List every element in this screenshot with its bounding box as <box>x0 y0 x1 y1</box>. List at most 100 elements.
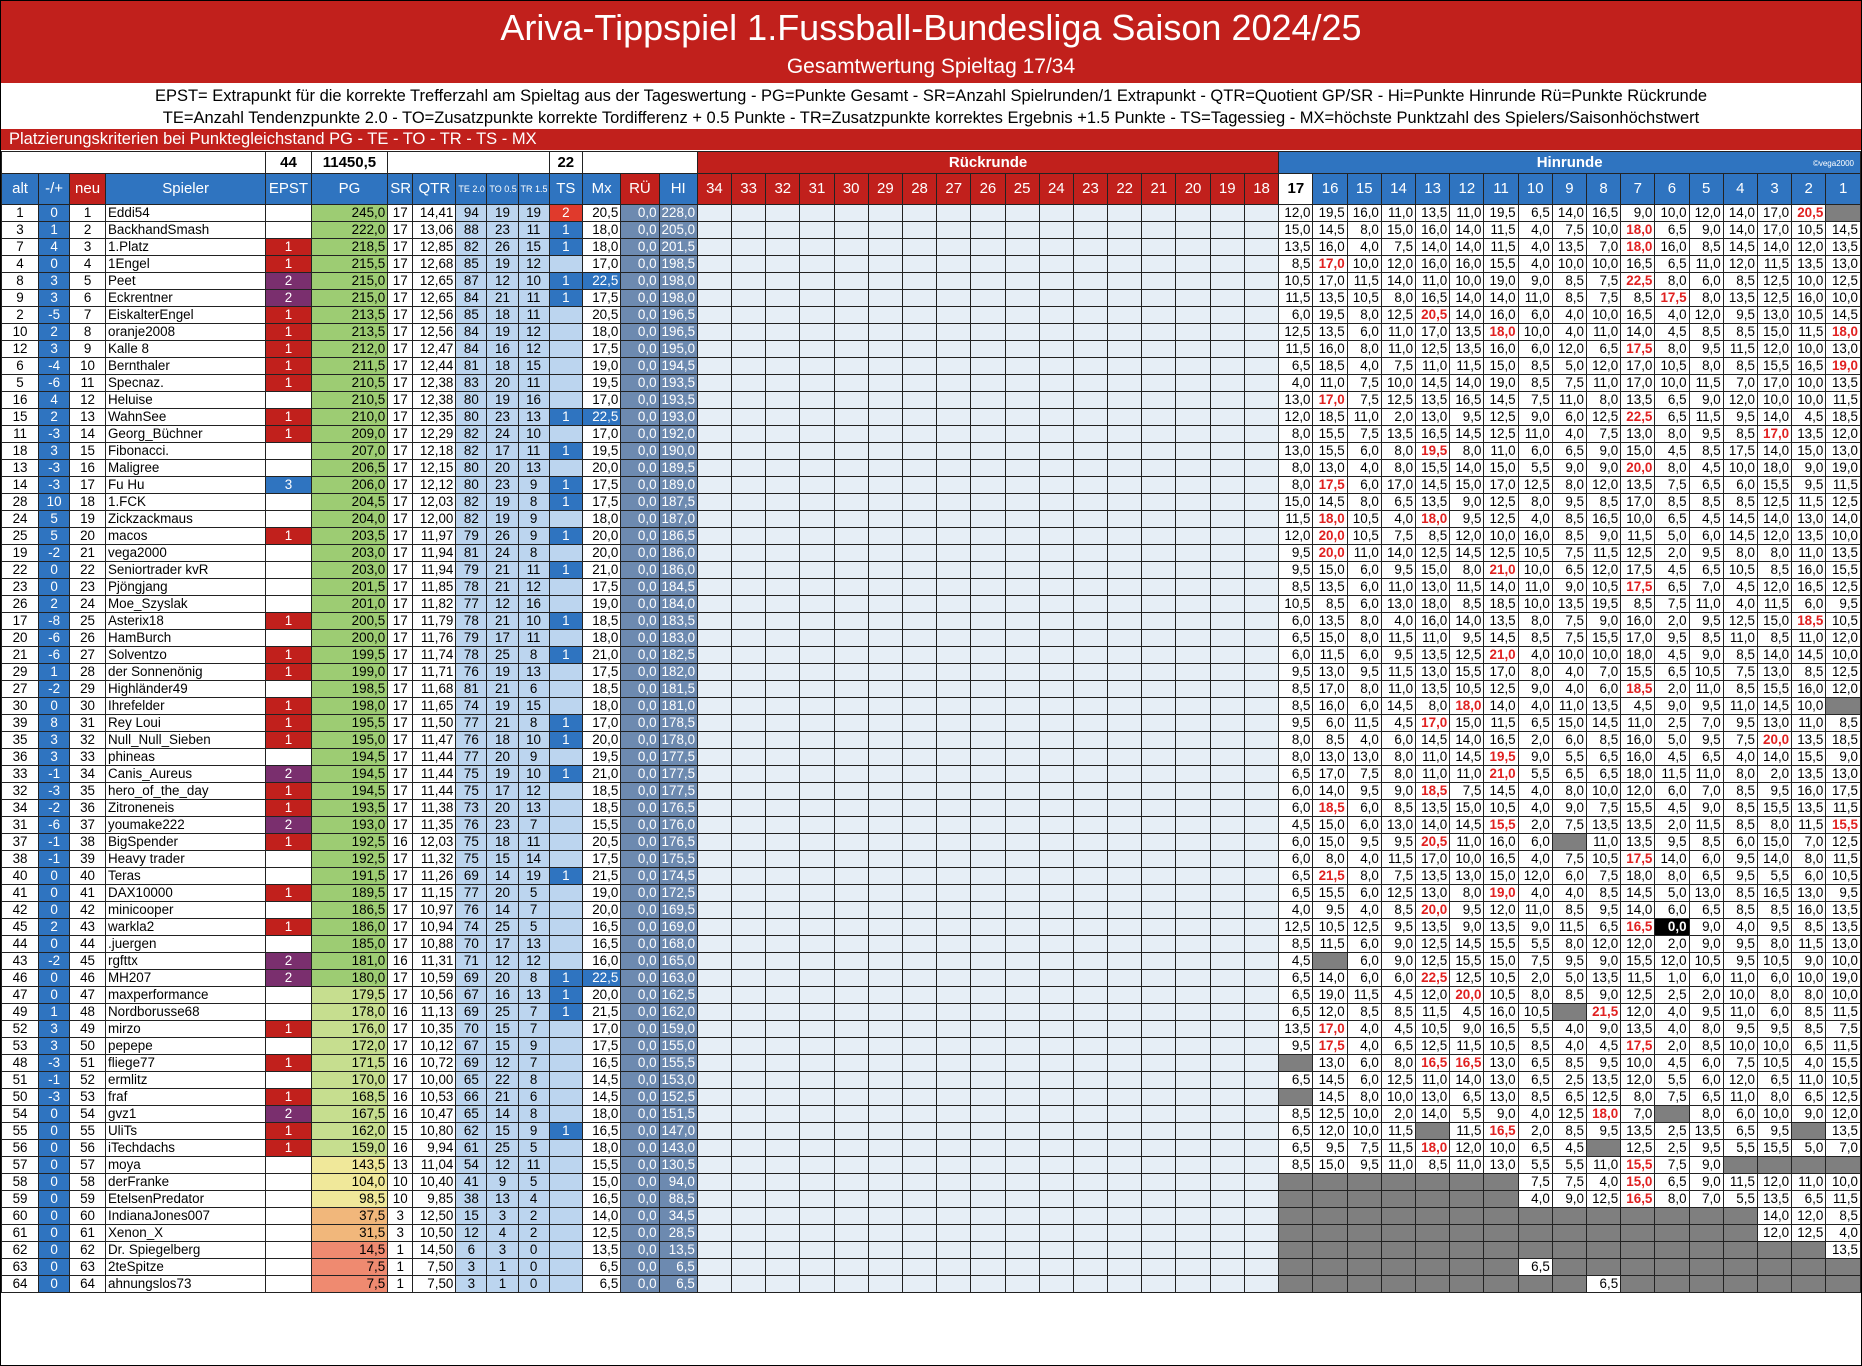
hi-value: 196,5 <box>658 323 698 341</box>
hin-day-cell <box>1312 1173 1348 1191</box>
hin-day-cell: 8,0 <box>1756 544 1793 562</box>
new-rank: 50 <box>69 1037 106 1055</box>
hin-day-cell <box>1346 1224 1382 1242</box>
table-row: 41 0 41 DAX10000 1 189,5 17 11,15 77 20 5 19,0 0,0 17… <box>1 884 1861 902</box>
pg-value: 179,5 <box>310 986 389 1004</box>
epst-value: 1 <box>265 306 312 324</box>
rueck-day-cell <box>901 1258 938 1276</box>
hin-day-cell: 4,0 <box>1551 663 1587 681</box>
qtr-value: 11,94 <box>412 561 457 579</box>
hin-day-cell <box>1825 1156 1861 1174</box>
hin-day-cell: 8,5 <box>1278 578 1314 596</box>
rueck-day-cell <box>901 1173 938 1191</box>
rueck-day-cell <box>1072 391 1109 409</box>
header-day-26: 26 <box>970 173 1006 205</box>
hin-day-cell: 8,5 <box>1585 493 1622 511</box>
rueck-day-cell <box>936 306 972 324</box>
alt-rank: 64 <box>1 1275 40 1293</box>
rueck-day-cell <box>936 425 972 443</box>
hin-day-cell: 13,5 <box>1415 680 1451 698</box>
epst-value <box>265 221 312 239</box>
hin-day-cell: 17,5 <box>1312 476 1348 494</box>
rueck-day-cell <box>936 510 972 528</box>
mx-value: 19,0 <box>582 595 622 613</box>
mx-value: 12,5 <box>582 1224 622 1242</box>
rueck-day-cell <box>1175 1105 1211 1123</box>
hin-day-cell: 8,5 <box>1517 629 1553 647</box>
new-rank: 29 <box>69 680 106 698</box>
rueck-day-cell <box>696 1258 733 1276</box>
rueck-day-cell <box>867 1003 903 1021</box>
hin-day-cell: 15,5 <box>1791 748 1827 766</box>
hin-day-cell: 14,5 <box>1722 238 1758 256</box>
pg-value: 203,5 <box>310 527 389 545</box>
to-value: 25 <box>486 1003 519 1021</box>
pg-value: 168,5 <box>310 1088 389 1106</box>
rueck-day-cell <box>833 561 869 579</box>
te-value: 67 <box>455 1037 488 1055</box>
hin-day-cell: 17,5 <box>1312 1037 1348 1055</box>
mx-value: 17,5 <box>582 340 622 358</box>
hin-day-cell: 9,0 <box>1585 1020 1622 1038</box>
hin-day-cell: 12,0 <box>1620 935 1656 953</box>
te-value: 6 <box>455 1241 488 1259</box>
rueck-day-cell <box>765 289 801 307</box>
to-value: 3 <box>486 1241 519 1259</box>
new-rank: 31 <box>69 714 106 732</box>
to-value: 17 <box>486 442 519 460</box>
hin-day-cell: 8,0 <box>1312 850 1348 868</box>
rueck-day-cell <box>765 340 801 358</box>
rueck-day-cell <box>833 816 869 834</box>
hi-value: 193,5 <box>658 391 698 409</box>
hin-day-cell: 14,0 <box>1415 1105 1451 1123</box>
hin-day-cell: 4,0 <box>1517 646 1553 664</box>
rueck-day-cell <box>696 867 733 885</box>
epst-value: 2 <box>265 765 312 783</box>
hin-day-cell: 8,5 <box>1312 731 1348 749</box>
hin-day-cell: 6,0 <box>1346 816 1382 834</box>
table-row: 31 -6 37 youmake222 2 193,0 17 11,35 76 23 7 15,5 0,… <box>1 816 1861 834</box>
hin-day-cell: 6,0 <box>1346 646 1382 664</box>
mx-value: 20,0 <box>582 986 622 1004</box>
rueck-day-cell <box>1175 578 1211 596</box>
hin-day-cell <box>1517 1275 1553 1293</box>
epst-value: 3 <box>265 476 312 494</box>
header-day-7: 7 <box>1620 173 1656 205</box>
sr-value: 13 <box>387 1156 414 1174</box>
hin-day-cell: 13,0 <box>1756 306 1793 324</box>
hin-day-cell: 17,0 <box>1483 476 1519 494</box>
rueck-day-cell <box>1004 442 1040 460</box>
hin-day-cell: 4,0 <box>1517 782 1553 800</box>
header-ts: TS <box>548 173 584 205</box>
hin-day-cell: 9,0 <box>1585 459 1622 477</box>
hin-day-cell <box>1483 1241 1519 1259</box>
rueck-day-cell <box>1038 340 1074 358</box>
hin-day-cell: 10,5 <box>1756 952 1793 970</box>
epst-value: 1 <box>265 918 312 936</box>
hin-day-cell: 12,0 <box>1722 391 1758 409</box>
hin-day-cell <box>1278 1088 1314 1106</box>
hin-day-cell <box>1415 1258 1451 1276</box>
hin-day-cell: 6,0 <box>1722 833 1758 851</box>
rank-change: 1 <box>38 1003 71 1021</box>
rueck-day-cell <box>1072 748 1109 766</box>
mx-value: 20,0 <box>582 527 622 545</box>
rueck-day-cell <box>765 459 801 477</box>
rueck-day-cell <box>799 1173 835 1191</box>
hin-day-cell: 9,5 <box>1654 629 1690 647</box>
rueck-day-cell <box>936 663 972 681</box>
hin-day-cell <box>1483 1190 1519 1208</box>
hin-day-cell: 11,0 <box>1585 323 1622 341</box>
hin-day-cell <box>1415 1207 1451 1225</box>
rueck-day-cell <box>799 323 835 341</box>
rueck-day-cell <box>1038 493 1074 511</box>
rueck-day-cell <box>1175 272 1211 290</box>
epst-value: 1 <box>265 697 312 715</box>
rueck-day-cell <box>1175 850 1211 868</box>
hin-day-cell: 8,5 <box>1551 289 1587 307</box>
epst-value: 1 <box>265 1088 312 1106</box>
hin-day-cell: 15,5 <box>1620 952 1656 970</box>
table-row: 22 0 22 Seniortrader kvR 203,0 17 11,94 79 21 11 1… <box>1 561 1861 579</box>
rueck-day-cell <box>901 935 938 953</box>
rueck-day-cell <box>1243 595 1280 613</box>
